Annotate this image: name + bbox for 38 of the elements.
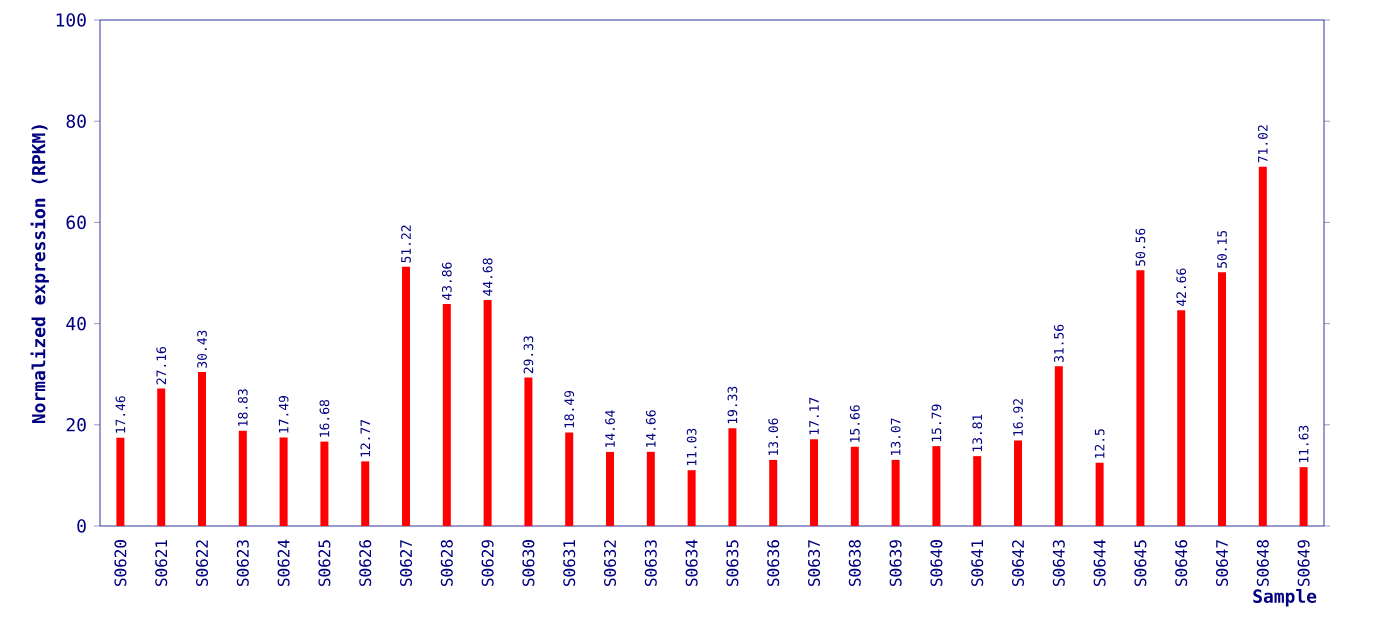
bar bbox=[1177, 310, 1186, 526]
bar bbox=[279, 437, 288, 526]
bar bbox=[442, 304, 451, 526]
bar bbox=[116, 437, 125, 526]
bar bbox=[932, 446, 941, 526]
y-tick-label: 0 bbox=[77, 519, 86, 533]
bar bbox=[850, 446, 859, 526]
bar bbox=[238, 430, 247, 526]
y-tick-label: 80 bbox=[66, 114, 86, 128]
bar bbox=[769, 459, 778, 526]
y-tick-label: 20 bbox=[66, 418, 86, 432]
bar bbox=[728, 428, 737, 526]
bar bbox=[1218, 272, 1227, 526]
bar bbox=[1014, 440, 1023, 526]
bar bbox=[1258, 166, 1267, 526]
bar bbox=[1095, 462, 1104, 526]
bar bbox=[361, 461, 370, 526]
bar bbox=[483, 299, 492, 526]
bar bbox=[1299, 467, 1308, 526]
bar bbox=[402, 266, 411, 526]
bar bbox=[1136, 270, 1145, 526]
y-tick-label: 100 bbox=[56, 13, 86, 27]
bar bbox=[565, 432, 574, 526]
x-axis-title: Sample bbox=[1253, 589, 1317, 607]
bar bbox=[157, 388, 166, 526]
bar bbox=[810, 439, 819, 526]
bar bbox=[891, 459, 900, 526]
bar bbox=[606, 451, 615, 526]
y-tick-label: 60 bbox=[66, 215, 86, 230]
bar bbox=[198, 372, 207, 526]
y-axis-title: Normalized expression (RPKM) bbox=[30, 125, 49, 424]
bar bbox=[524, 377, 533, 526]
bar bbox=[320, 441, 329, 526]
bar bbox=[1054, 366, 1063, 526]
bar bbox=[646, 451, 655, 526]
y-tick-label: 40 bbox=[66, 316, 86, 331]
bar bbox=[687, 470, 696, 526]
bar bbox=[973, 456, 982, 526]
